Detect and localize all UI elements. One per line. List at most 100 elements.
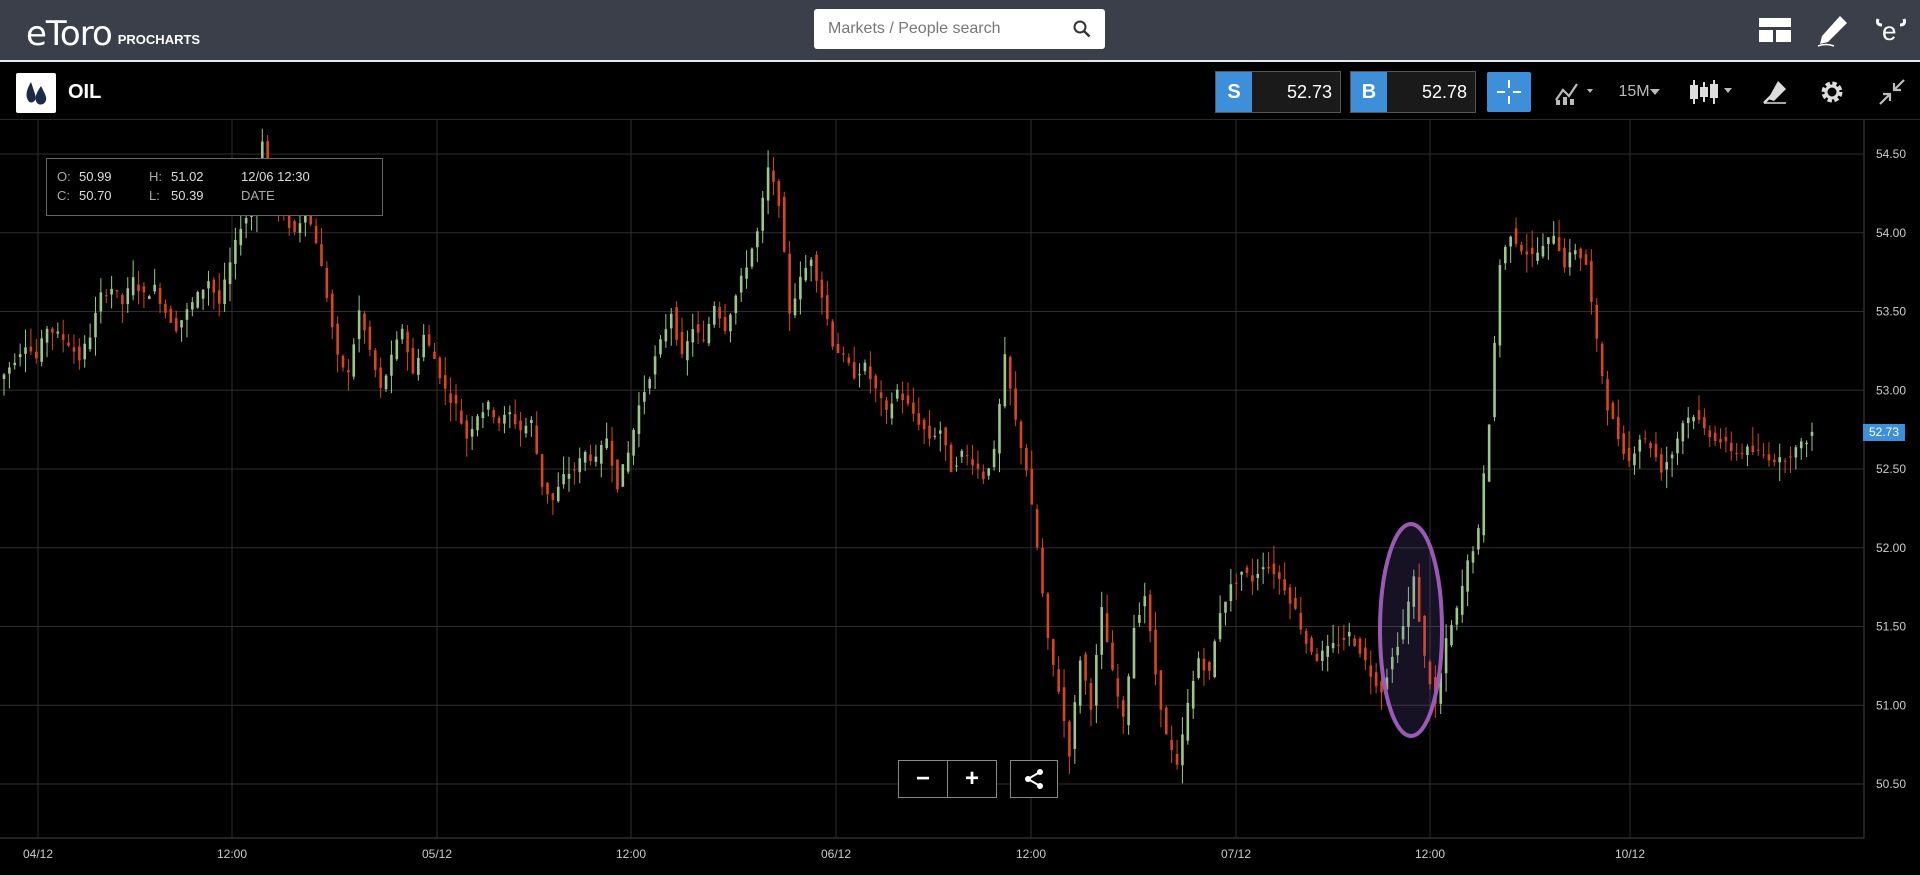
candle-body [949, 444, 953, 473]
candle-body [1331, 643, 1335, 649]
candle-body [131, 277, 135, 296]
candle-body [621, 464, 625, 487]
candle-body [1746, 446, 1749, 455]
candle-body [788, 253, 791, 314]
candle-body [1025, 447, 1028, 471]
candle-body [1159, 670, 1163, 710]
candle-body [1138, 615, 1141, 623]
etoro-bull-icon[interactable]: e [1862, 0, 1920, 60]
candle-body [594, 456, 598, 462]
x-tick-label: 12:00 [616, 847, 646, 861]
candle-body [782, 196, 786, 252]
x-tick-label: 07/12 [1221, 847, 1251, 861]
sell-button[interactable]: S 52.73 [1215, 71, 1341, 113]
candle-body [78, 346, 81, 361]
drawing-icon[interactable] [1755, 72, 1795, 112]
candle-body [417, 358, 420, 375]
candle-body [723, 316, 727, 331]
candle-body [1692, 417, 1695, 422]
candle-body [906, 395, 910, 404]
candle-body [56, 331, 60, 334]
candle-body [1493, 342, 1496, 418]
search-icon[interactable] [1073, 20, 1091, 38]
candle-body [1218, 613, 1222, 640]
candle-body [1573, 250, 1577, 255]
top-header: eToro PROCHARTS Markets / People search … [0, 0, 1920, 62]
candle-body [1132, 628, 1136, 679]
candle-body [1767, 454, 1771, 461]
candle-body [234, 239, 237, 264]
candle-body [51, 328, 54, 333]
zoom-out-icon: − [915, 765, 930, 792]
candle-body [1740, 452, 1744, 454]
candle-body [61, 334, 65, 340]
collapse-icon[interactable] [1872, 72, 1912, 112]
timeframe-select[interactable]: 15M [1615, 72, 1663, 112]
candle-body [1450, 625, 1453, 646]
candle-type-icon[interactable] [1683, 72, 1741, 112]
candle-body [1288, 587, 1292, 604]
candle-body [702, 339, 705, 341]
buy-tag: B [1351, 72, 1387, 112]
candle-body [1299, 612, 1303, 630]
candle-body [287, 213, 291, 228]
candle-body [1525, 251, 1529, 255]
candle-body [1412, 576, 1416, 607]
candle-body [1342, 638, 1346, 640]
gear-icon[interactable] [1812, 72, 1852, 112]
candle-body [858, 374, 861, 376]
chart-svg[interactable]: 54.50 54.00 53.50 53.00 52.50 52.00 51.50 51.00… [0, 120, 1920, 870]
oil-drop-icon [16, 73, 56, 113]
zoom-out-button[interactable]: − [898, 760, 948, 798]
candle-body [1353, 638, 1356, 646]
candle-body [540, 454, 544, 487]
candle-body [411, 347, 415, 374]
candle-body [1294, 598, 1297, 609]
candle-body [1197, 658, 1200, 678]
zoom-in-button[interactable]: + [947, 760, 997, 798]
candle-body [1256, 573, 1260, 579]
candle-body [427, 334, 431, 346]
candle-body [45, 328, 49, 343]
candle-body [955, 465, 958, 467]
candle-body [1105, 613, 1109, 643]
candle-body [83, 343, 87, 360]
pencil-icon[interactable] [1804, 0, 1862, 60]
candle-body [1127, 676, 1130, 726]
candle-body [922, 419, 926, 430]
search-input[interactable]: Markets / People search [814, 9, 1105, 49]
share-button[interactable] [1010, 760, 1058, 798]
timeframe-label: 15M [1618, 83, 1650, 100]
candle-body [1245, 567, 1249, 573]
candle-body [1337, 644, 1340, 646]
svg-text:e: e [1882, 16, 1896, 46]
x-tick-label: 12:00 [1415, 847, 1445, 861]
candle-body [1789, 456, 1792, 458]
candle-body [1810, 431, 1814, 436]
candle-body [470, 429, 474, 437]
buy-button[interactable]: B 52.78 [1350, 71, 1476, 113]
candle-body [578, 458, 582, 473]
candle-body [1240, 571, 1243, 575]
candle-time: 12/06 12:30 [241, 169, 310, 184]
price-chart[interactable]: 54.50 54.00 53.50 53.00 52.50 52.00 51.50 51.00… [0, 120, 1920, 870]
layout-icon[interactable] [1746, 0, 1804, 60]
candle-body [438, 357, 442, 379]
indicator-icon[interactable] [1547, 72, 1607, 112]
candle-body [852, 362, 856, 379]
high-label: H: [149, 169, 162, 184]
candle-body [1439, 673, 1443, 704]
candle-body [616, 459, 619, 490]
etoro-logo[interactable]: eToro PROCHARTS [26, 6, 200, 54]
crosshair-icon[interactable] [1487, 72, 1531, 112]
candle-body [895, 389, 899, 399]
candle-body [815, 254, 818, 281]
candle-body [363, 313, 366, 331]
chart-candles [2, 128, 1814, 784]
candle-body [169, 308, 173, 323]
candle-body [1756, 449, 1760, 451]
candle-body [1148, 594, 1152, 632]
candle-body [729, 314, 732, 332]
candle-body [174, 318, 178, 332]
candle-body [1030, 468, 1034, 505]
